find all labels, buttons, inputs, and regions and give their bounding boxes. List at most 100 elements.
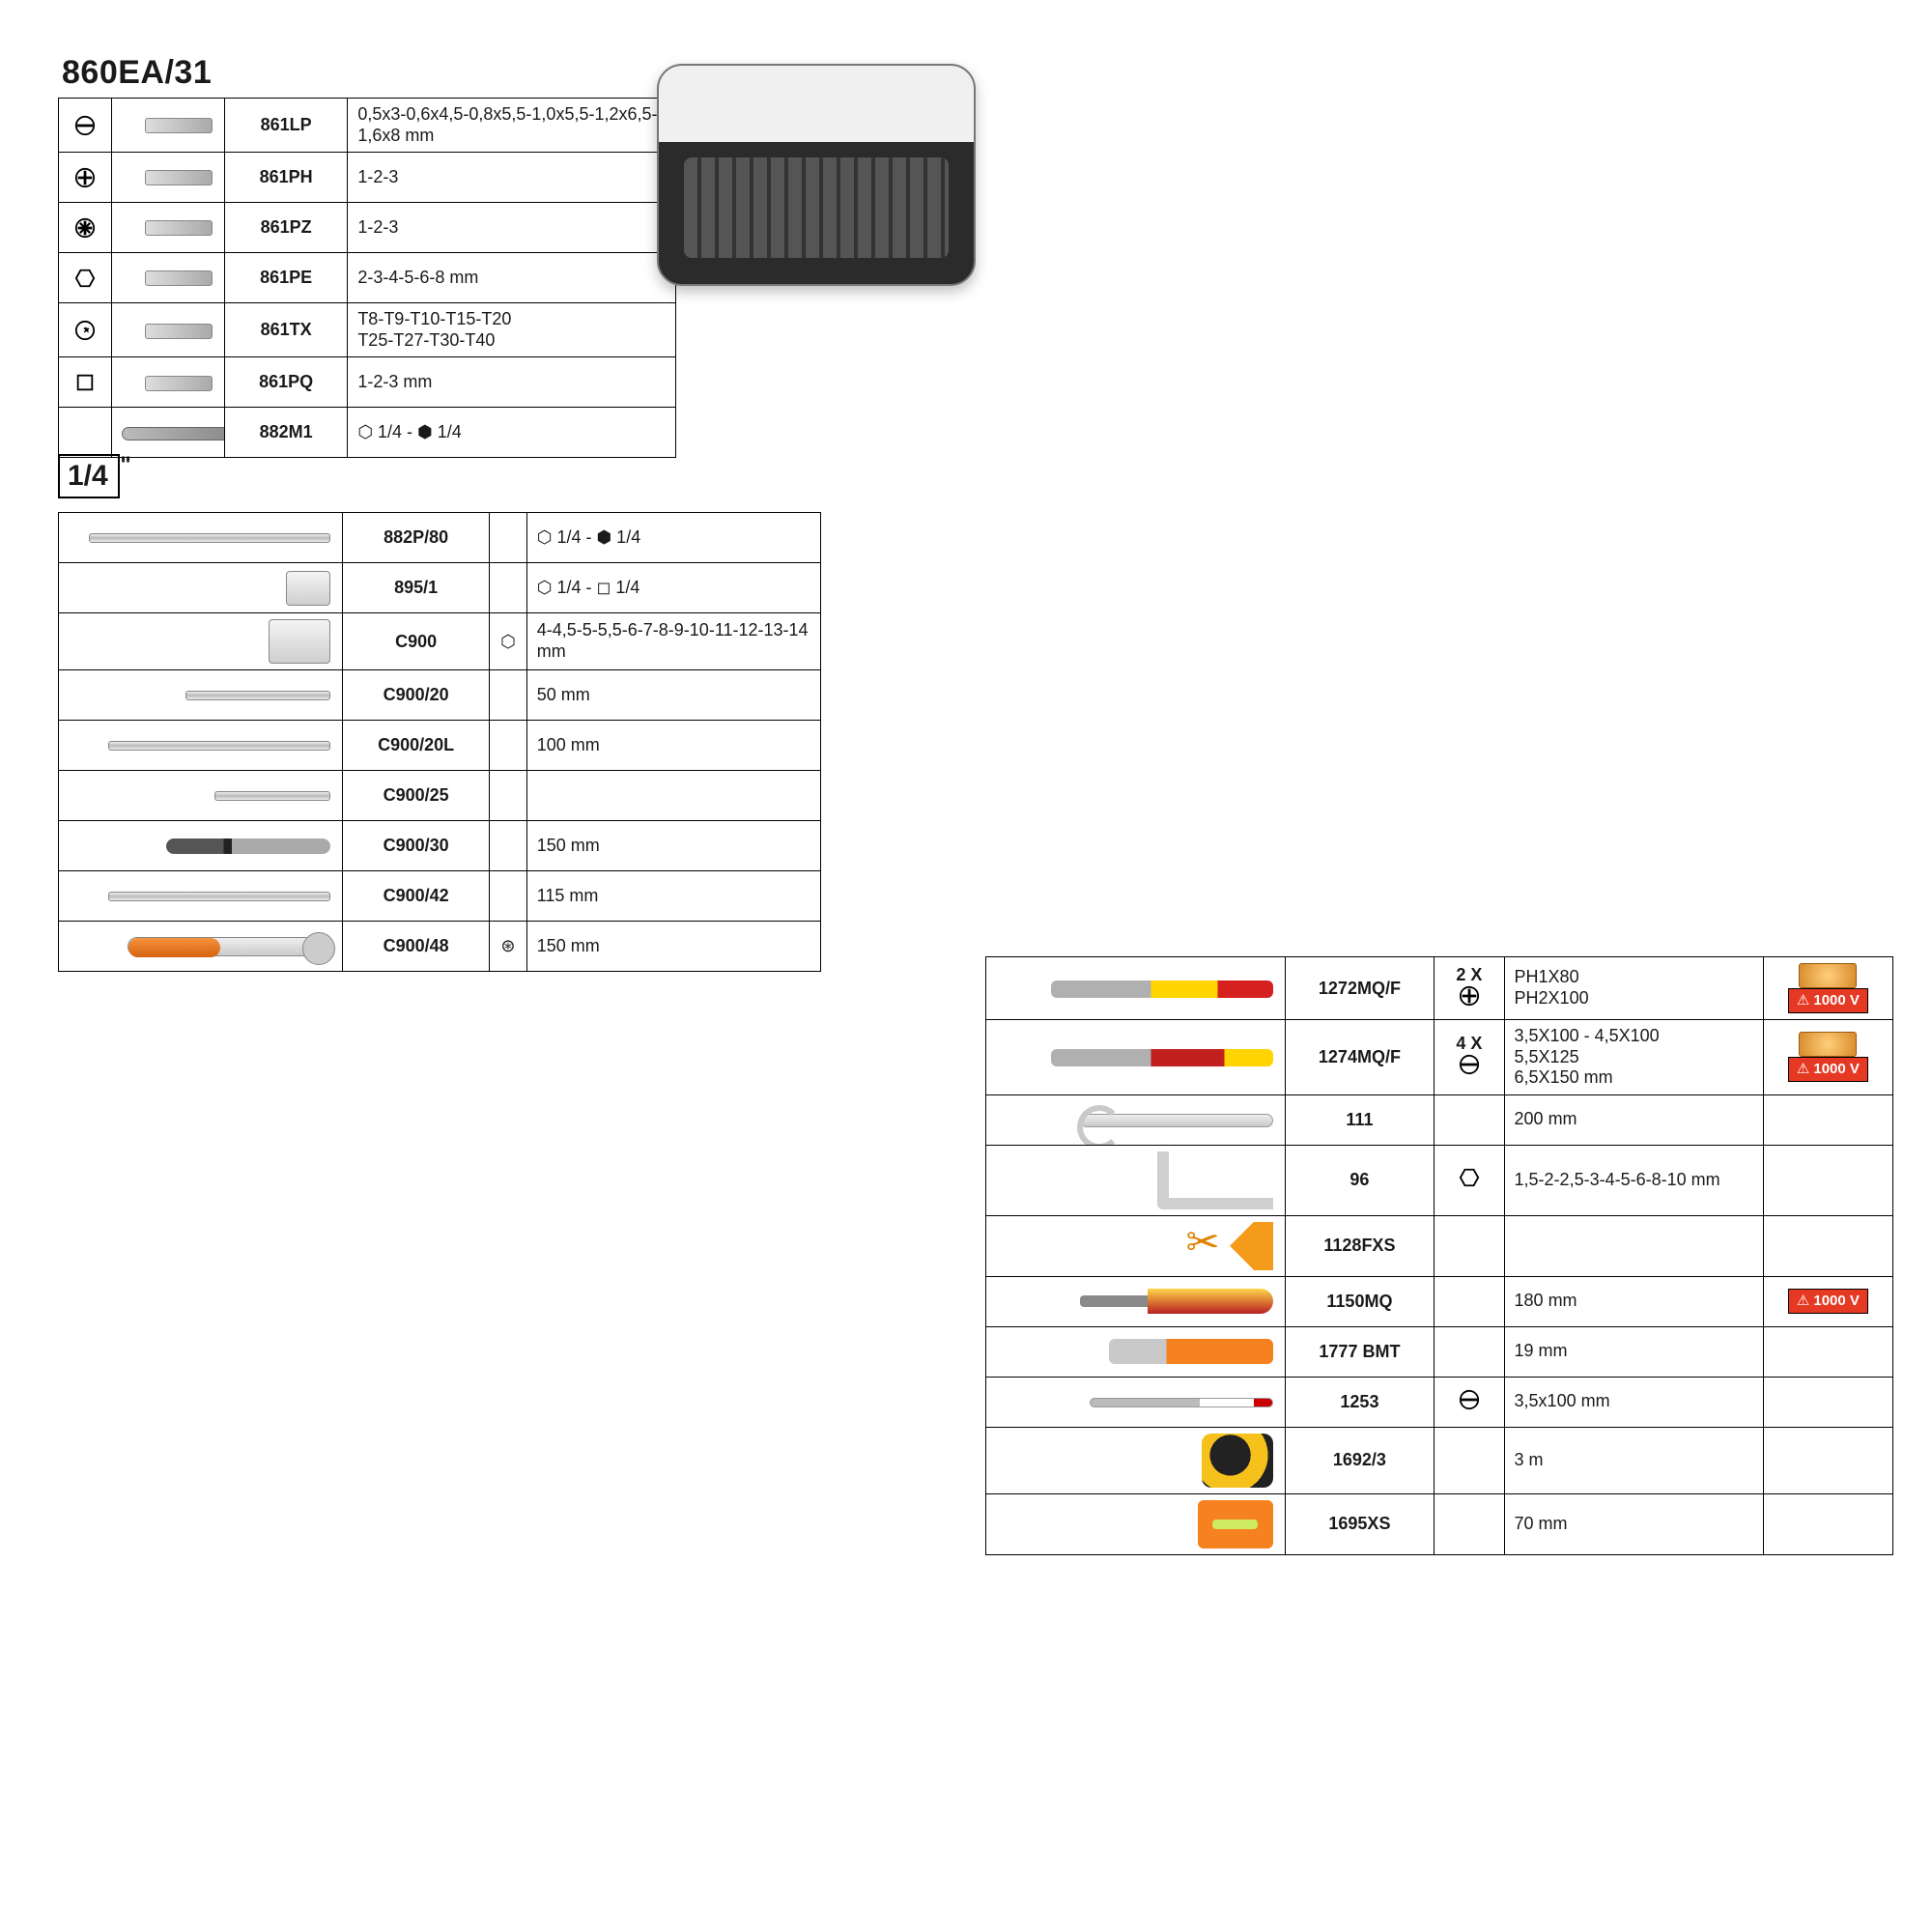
item-code: 1777 BMT <box>1285 1326 1435 1377</box>
tool-image <box>59 513 343 563</box>
page-layout: 860EA/31 861LP0,5x3-0,6x4,5-0,8x5,5-1,0x… <box>39 39 1893 1893</box>
symbol-icon: ⊛ <box>490 922 527 972</box>
item-code: 861TX <box>224 303 347 357</box>
table-row: 861LP0,5x3-0,6x4,5-0,8x5,5-1,0x5,5-1,2x6… <box>59 99 676 153</box>
item-desc: T8-T9-T10-T15-T20T25-T27-T30-T40 <box>348 303 676 357</box>
badges-cell <box>1763 1145 1892 1215</box>
bit-case-image <box>657 64 976 286</box>
item-code: 111 <box>1285 1094 1435 1145</box>
table-bits-body: 861LP0,5x3-0,6x4,5-0,8x5,5-1,0x5,5-1,2x6… <box>59 99 676 458</box>
qty-cell <box>1435 1377 1504 1427</box>
table-row: 1777 BMT19 mm <box>986 1326 1893 1377</box>
item-code: 861PZ <box>224 203 347 253</box>
badges-cell <box>1763 1493 1892 1554</box>
table-row: 861PH1-2-3 <box>59 153 676 203</box>
tool-image <box>59 563 343 613</box>
tool-image <box>986 1094 1286 1145</box>
quarter-inch-badge: 1/4 <box>58 444 120 504</box>
item-code: 1692/3 <box>1285 1427 1435 1493</box>
table-row: 1150MQ180 mm1000 V <box>986 1276 1893 1326</box>
bit-image <box>112 253 225 303</box>
bit-image <box>112 99 225 153</box>
tool-image <box>986 1326 1286 1377</box>
table-row: 1274MQ/F4 X3,5X100 - 4,5X1005,5X1256,5X1… <box>986 1020 1893 1095</box>
item-desc: 100 mm <box>526 721 820 771</box>
tool-image <box>59 871 343 922</box>
table-sockets-body: 882P/80⬡ 1/4 - ⬢ 1/4895/1⬡ 1/4 - ◻ 1/4C9… <box>59 513 821 972</box>
item-desc: 2-3-4-5-6-8 mm <box>348 253 676 303</box>
qty-cell <box>1435 1215 1504 1276</box>
tool-image <box>986 1276 1286 1326</box>
table-sockets: 882P/80⬡ 1/4 - ⬢ 1/4895/1⬡ 1/4 - ◻ 1/4C9… <box>58 512 821 972</box>
section-handtools: 1272MQ/F2 XPH1X80PH2X1001000 V1274MQ/F4 … <box>985 956 1893 1555</box>
qty-cell <box>1435 1493 1504 1554</box>
table-row: C900/2050 mm <box>59 670 821 721</box>
symbol-icon <box>490 771 527 821</box>
tipist-icon <box>59 357 112 408</box>
table-row: 1695XS70 mm <box>986 1493 1893 1554</box>
badges-cell <box>1763 1094 1892 1145</box>
section-bits-title: 860EA/31 <box>62 54 676 92</box>
tipist-icon <box>59 303 112 357</box>
table-handtools: 1272MQ/F2 XPH1X80PH2X1001000 V1274MQ/F4 … <box>985 956 1893 1555</box>
item-code: 882M1 <box>224 408 347 458</box>
table-row: C900/20L 100 mm <box>59 721 821 771</box>
badge-1000v: 1000 V <box>1788 1057 1868 1082</box>
qty-cell <box>1435 1326 1504 1377</box>
badges-cell: 1000 V <box>1763 1276 1892 1326</box>
item-code: 96 <box>1285 1145 1435 1215</box>
table-row: C900/25 <box>59 771 821 821</box>
item-code: 861PH <box>224 153 347 203</box>
item-desc: 150 mm <box>526 922 820 972</box>
item-desc: 1,5-2-2,5-3-4-5-6-8-10 mm <box>1504 1145 1763 1215</box>
symbol-icon <box>490 563 527 613</box>
symbol-icon <box>490 821 527 871</box>
table-row: 861PE2-3-4-5-6-8 mm <box>59 253 676 303</box>
tipist-icon <box>59 203 112 253</box>
table-handtools-body: 1272MQ/F2 XPH1X80PH2X1001000 V1274MQ/F4 … <box>986 957 1893 1555</box>
bit-image <box>112 153 225 203</box>
symbol-icon <box>490 670 527 721</box>
tool-image <box>986 1493 1286 1554</box>
table-row: 1128FXS <box>986 1215 1893 1276</box>
symbol-icon <box>490 871 527 922</box>
table-row: C900/48⊛150 mm <box>59 922 821 972</box>
qty-cell: 4 X <box>1435 1020 1504 1095</box>
qty-cell: 2 X <box>1435 957 1504 1020</box>
table-row: 895/1⬡ 1/4 - ◻ 1/4 <box>59 563 821 613</box>
item-desc: 1-2-3 mm <box>348 357 676 408</box>
tool-image <box>59 821 343 871</box>
table-row: C900⬡4-4,5-5-5,5-6-7-8-9-10-11-12-13-14 … <box>59 613 821 670</box>
tipist-icon <box>59 99 112 153</box>
tech-badge <box>1799 1032 1857 1057</box>
qty-cell <box>1435 1145 1504 1215</box>
table-row: 96 1,5-2-2,5-3-4-5-6-8-10 mm <box>986 1145 1893 1215</box>
tool-image <box>59 771 343 821</box>
item-code: 1128FXS <box>1285 1215 1435 1276</box>
item-desc: 3 m <box>1504 1427 1763 1493</box>
qty-cell <box>1435 1276 1504 1326</box>
table-row: 111 200 mm <box>986 1094 1893 1145</box>
item-code: C900 <box>343 613 490 670</box>
qty-cell <box>1435 1094 1504 1145</box>
tool-image <box>986 1145 1286 1215</box>
item-code: C900/25 <box>343 771 490 821</box>
table-row: 882M1⬡ 1/4 - ⬢ 1/4 <box>59 408 676 458</box>
item-desc <box>526 771 820 821</box>
table-row: 861PZ1-2-3 <box>59 203 676 253</box>
table-row: C900/42115 mm <box>59 871 821 922</box>
item-desc: 1-2-3 <box>348 203 676 253</box>
item-desc: 200 mm <box>1504 1094 1763 1145</box>
item-code: C900/48 <box>343 922 490 972</box>
item-code: C900/20L <box>343 721 490 771</box>
badges-cell <box>1763 1215 1892 1276</box>
tool-image <box>59 613 343 670</box>
item-desc: 1-2-3 <box>348 153 676 203</box>
tool-image <box>59 922 343 972</box>
badge-1000v: 1000 V <box>1788 988 1868 1013</box>
symbol-icon: ⬡ <box>490 613 527 670</box>
tool-image <box>986 1377 1286 1427</box>
item-desc <box>1504 1215 1763 1276</box>
qty-cell <box>1435 1427 1504 1493</box>
item-desc: 180 mm <box>1504 1276 1763 1326</box>
